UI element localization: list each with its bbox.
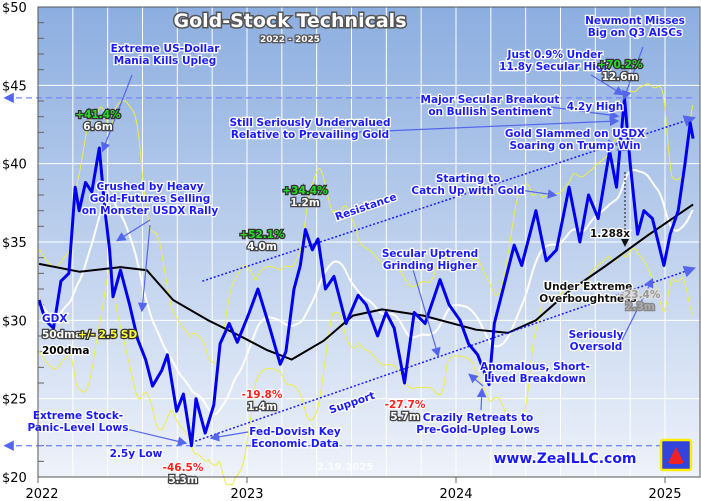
chart-subtitle: 2022 - 2025: [260, 35, 320, 45]
date-stamp: 2.19.2025: [317, 462, 373, 473]
annotation-arrow: [549, 106, 620, 120]
move-duration-label: 6.6m: [83, 121, 113, 133]
move-duration-label: 1.4m: [247, 401, 277, 413]
annotation-arrow: [607, 139, 628, 152]
y-tick-label: $30: [2, 314, 27, 329]
annotation-crushed: Crushed by Heavy Gold-Futures Selling on M…: [82, 181, 219, 217]
annotation-arrow: [621, 277, 654, 341]
annotation-arrow: [337, 116, 620, 134]
annotation-oversold: Seriously Oversold: [569, 329, 624, 353]
move-percent-label: -19.8%: [242, 389, 283, 401]
annotation-slammed: Gold Slammed on USDX Soaring on Trump Win: [505, 128, 645, 152]
annotation-anomalous: Anomalous, Short-Lived Breakdown: [480, 361, 590, 385]
y-tick-label: $40: [2, 158, 27, 173]
y-tick-label: $20: [2, 471, 27, 486]
dma50-line: [38, 169, 694, 416]
y-tick-label: $45: [2, 79, 27, 94]
move-duration-label: 2.3m: [625, 301, 655, 313]
annotation-arrow: [101, 74, 133, 153]
annotation-newmont: Newmont Misses Big on Q3 AISCs: [585, 15, 685, 39]
x-tick-label: 2025: [648, 487, 681, 501]
website-label: www.ZealLLC.com: [493, 451, 636, 467]
zeal-logo: [659, 438, 693, 472]
annotation-arrow: [590, 74, 625, 96]
annotation-ratio: 1.288x: [590, 228, 630, 240]
annotation-undervalued: Still Seriously Undervalued Relative to P…: [230, 117, 391, 141]
legend-item: GDX: [42, 313, 67, 325]
annotation-arrow: [622, 46, 644, 101]
legend-item: +/- 2.5 SD: [78, 329, 137, 341]
x-tick-label: 2024: [439, 487, 472, 501]
dma200-line: [38, 203, 694, 361]
annotation-crazily: Crazily Retreats to Pre-Gold-Upleg Lows: [416, 412, 539, 436]
annotation-high42: 4.2y High: [567, 101, 623, 113]
support-trendline: [191, 265, 696, 444]
lower-band-line: [38, 247, 694, 486]
annotation-catchup: Starting to Catch Up with Gold: [411, 173, 524, 197]
move-percent-label: +34.4%: [282, 185, 328, 197]
annotation-usd-mania: Extreme US-Dollar Mania Kills Upleg: [111, 43, 221, 67]
upper-band-line: [38, 83, 694, 364]
annotation-low25: 2.5y Low: [110, 448, 163, 460]
chart-title: Gold-Stock Technicals: [173, 10, 406, 32]
annotation-breakout: Major Secular Breakout on Bullish Sentime…: [421, 94, 560, 118]
y-tick-label: $35: [2, 236, 27, 251]
annotation-overbought: Under Extreme Overboughtness: [539, 281, 636, 305]
annotation-arrow: [209, 431, 249, 442]
move-percent-label: +70.2%: [597, 59, 643, 71]
move-duration-label: 5.7m: [390, 411, 420, 423]
annotation-arrow: [411, 265, 441, 358]
annotation-secular: Secular Uptrend Grinding Higher: [382, 248, 478, 272]
legend-item: 50dma: [42, 329, 82, 341]
annotation-fed: Fed-Dovish Key Economic Data: [249, 426, 341, 450]
legend-item: 200dma: [42, 345, 89, 357]
move-percent-label: -27.7%: [385, 399, 426, 411]
move-percent-label: +41.4%: [75, 109, 121, 121]
move-percent-label: -23.4%: [620, 289, 661, 301]
annotation-just09: Just 0.9% Under 11.8y Secular High: [499, 49, 611, 73]
annotation-arrow: [476, 387, 487, 411]
move-duration-label: 4.0m: [247, 241, 277, 253]
move-percent-label: +52.1%: [239, 229, 285, 241]
annotation-arrow: [137, 224, 151, 313]
plot-frame: [37, 6, 701, 478]
annotation-arrow: [468, 373, 484, 387]
move-percent-label: -46.5%: [163, 462, 204, 474]
annotation-arrow: [115, 219, 151, 242]
gdx-price-line: [37, 96, 695, 448]
x-tick-label: 2022: [25, 487, 58, 501]
y-tick-label: $25: [2, 393, 27, 408]
annotation-arrow: [504, 187, 558, 199]
annotation-arrow: [121, 427, 188, 447]
move-duration-label: 1.2m: [290, 197, 320, 209]
annotation-panic: Extreme Stock-Panic-Level Lows: [27, 410, 128, 434]
move-duration-label: 5.3m: [168, 474, 198, 486]
move-duration-label: 12.6m: [602, 71, 639, 83]
y-tick-label: $50: [2, 1, 27, 16]
x-tick-label: 2023: [230, 487, 263, 501]
